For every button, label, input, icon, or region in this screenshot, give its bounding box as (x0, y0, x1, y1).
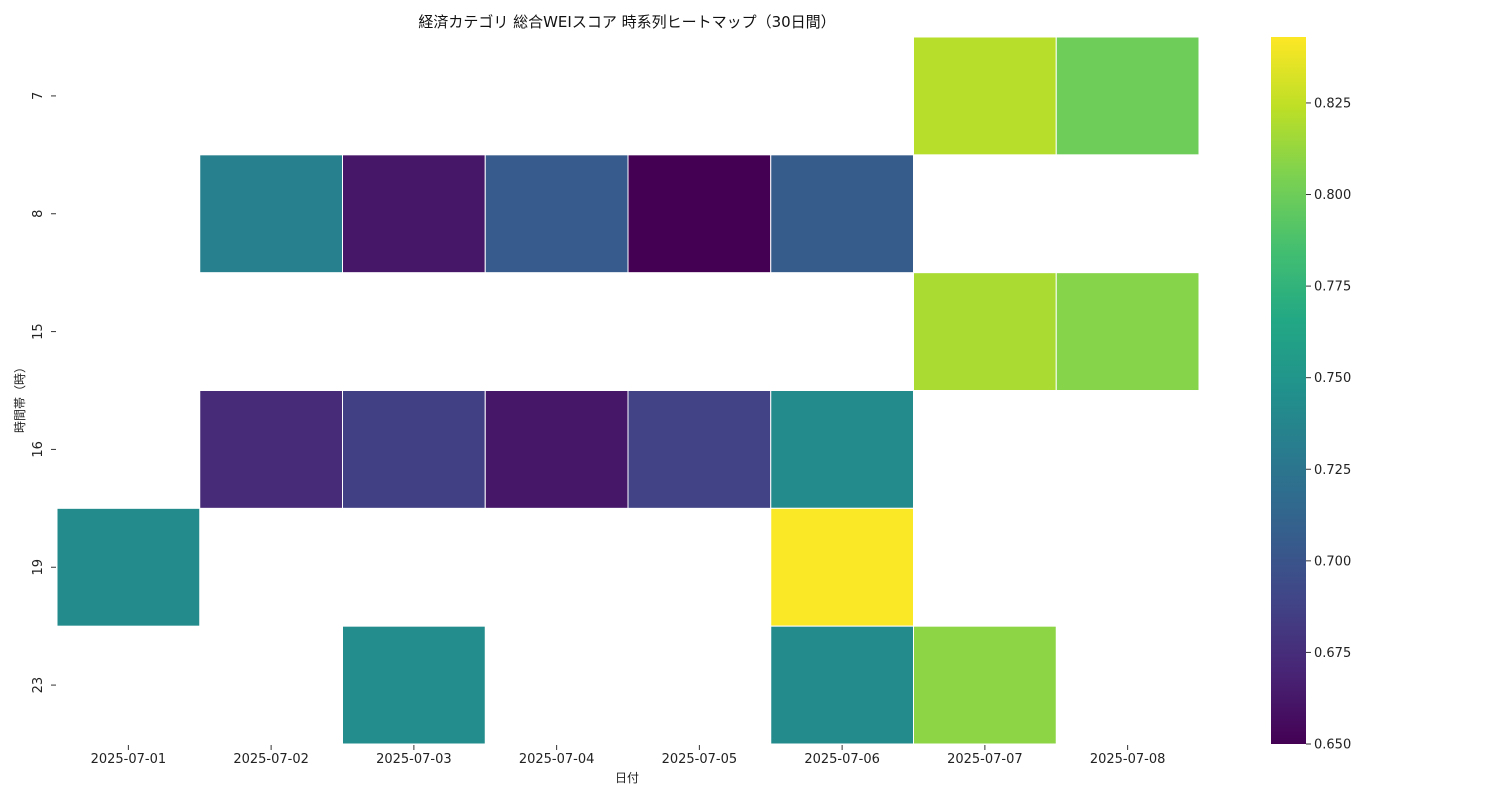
heatmap-cell (627, 154, 772, 274)
heatmap-cell (770, 154, 914, 274)
x-tick-label: 2025-07-02 (233, 752, 309, 767)
heatmap-cell (484, 390, 629, 509)
y-tick-label: 8 (31, 210, 46, 218)
heatmap-cell (342, 154, 486, 274)
colorbar-tick-label: 0.775 (1314, 280, 1351, 295)
colorbar-tick-label: 0.725 (1314, 463, 1351, 478)
heatmap-cell (342, 625, 486, 745)
colorbar-tick-label: 0.750 (1314, 371, 1351, 386)
colorbar: 0.650 0.675 0.700 0.725 0.750 0.775 0.800 0.825 (1271, 37, 1351, 753)
colorbar-tick-label: 0.675 (1314, 646, 1351, 661)
heatmap-cell (199, 390, 343, 509)
heatmap-cell (484, 154, 629, 274)
heatmap-cell (199, 154, 343, 274)
colorbar-tick-label: 0.650 (1314, 738, 1351, 753)
x-axis-label: 日付 (615, 771, 639, 785)
x-axis: 2025-07-01 2025-07-02 2025-07-03 2025-07-04… (91, 745, 1166, 767)
colorbar-tick-label: 0.800 (1314, 188, 1351, 203)
heatmap-cell (1055, 272, 1200, 391)
heatmap-cell (342, 390, 486, 509)
x-tick-label: 2025-07-07 (947, 752, 1023, 767)
heatmap-cell (913, 625, 1057, 745)
x-tick-label: 2025-07-06 (804, 752, 880, 767)
heatmap-cells (56, 36, 1200, 745)
heatmap-cell (1055, 36, 1200, 156)
heatmap-cell (56, 507, 201, 627)
heatmap-cell (770, 625, 914, 745)
y-tick-label: 15 (31, 323, 46, 340)
colorbar-gradient (1271, 37, 1306, 744)
y-tick-label: 23 (31, 677, 46, 694)
heatmap-cell (913, 272, 1057, 391)
heatmap-cell (627, 390, 772, 509)
chart-title: 経済カテゴリ 総合WEIスコア 時系列ヒートマップ（30日間） (418, 13, 835, 31)
x-tick-label: 2025-07-04 (519, 752, 595, 767)
x-tick-label: 2025-07-01 (91, 752, 167, 767)
y-tick-label: 19 (31, 559, 46, 576)
heatmap-cell (770, 390, 914, 509)
y-axis: 7 8 15 16 19 23 (31, 92, 56, 694)
y-axis-label: 時間帯（時） (13, 361, 27, 433)
y-tick-label: 16 (31, 441, 46, 458)
x-tick-label: 2025-07-05 (662, 752, 738, 767)
colorbar-tick-label: 0.825 (1314, 96, 1351, 111)
heatmap-cell (770, 507, 914, 627)
y-tick-label: 7 (31, 92, 46, 100)
x-tick-label: 2025-07-08 (1090, 752, 1166, 767)
heatmap-cell (913, 36, 1057, 156)
colorbar-tick-label: 0.700 (1314, 554, 1351, 569)
x-tick-label: 2025-07-03 (376, 752, 452, 767)
